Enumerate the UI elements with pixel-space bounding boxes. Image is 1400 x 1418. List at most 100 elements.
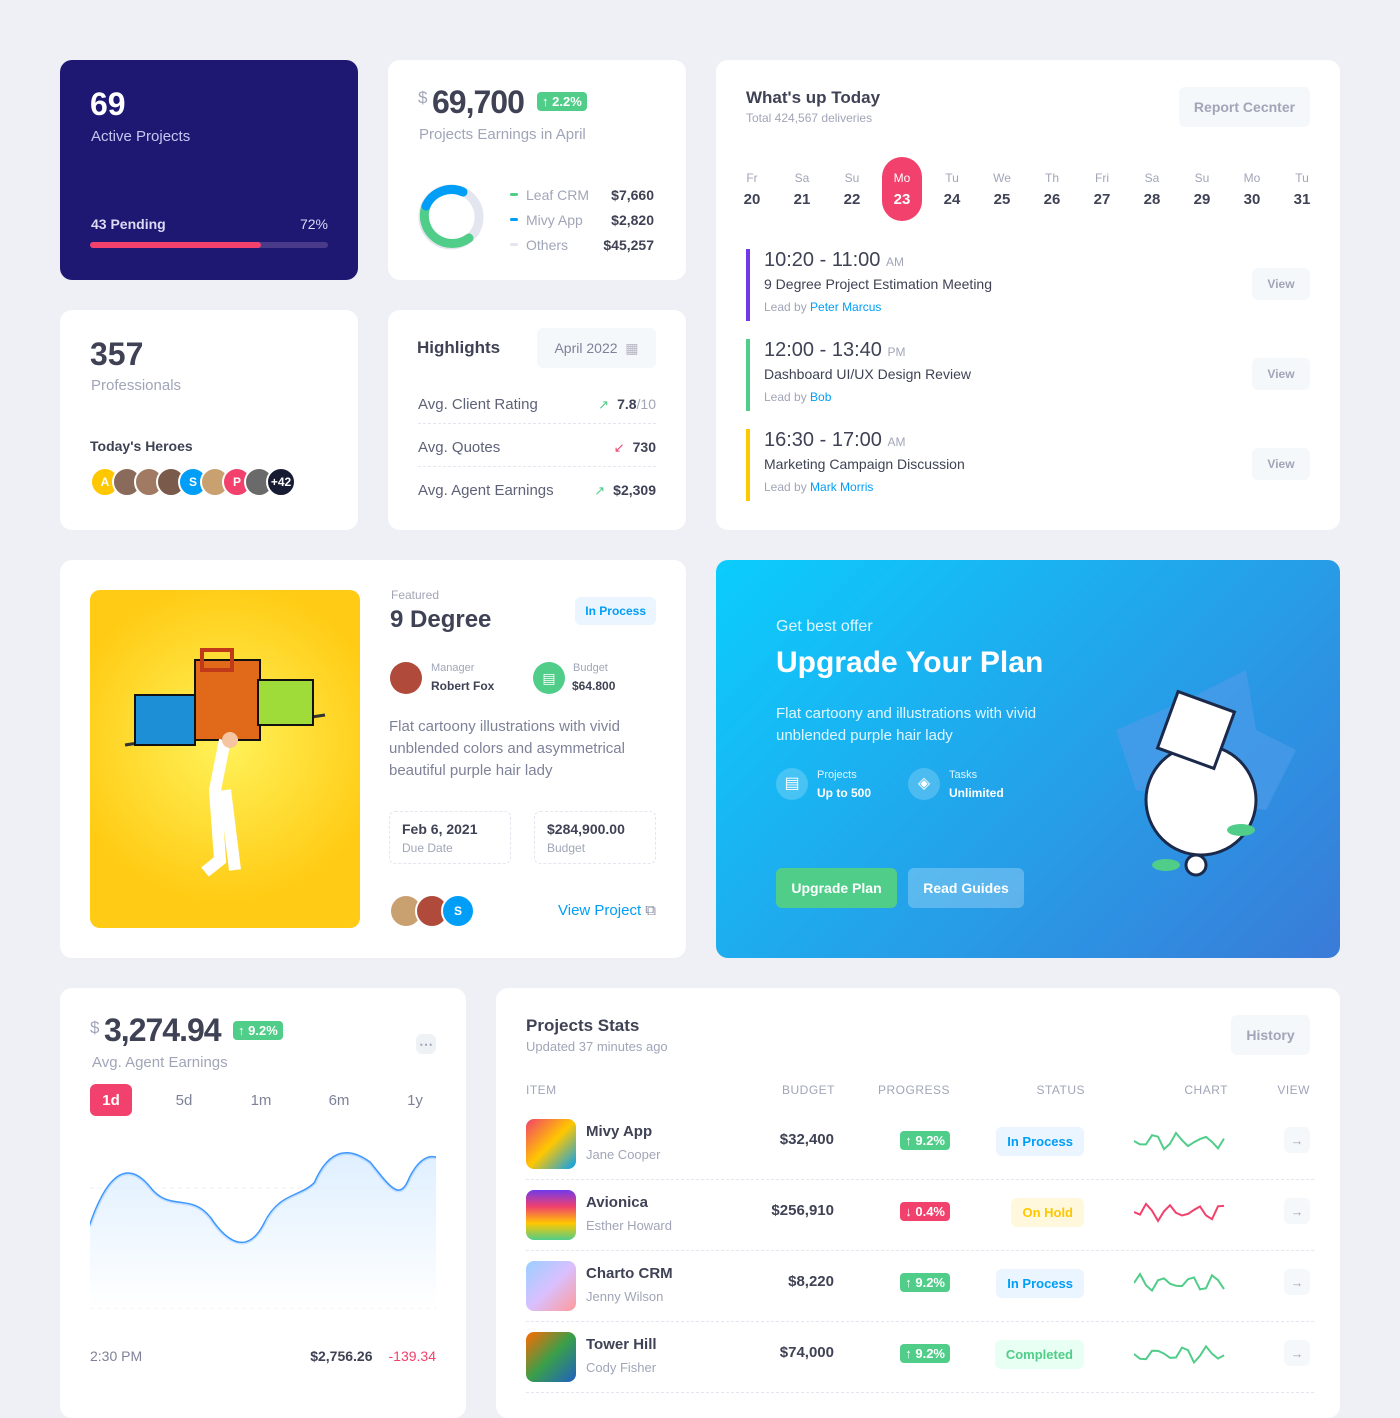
day-27[interactable]: Fri 27 xyxy=(1082,157,1122,221)
highlight-value: $2,309 xyxy=(613,482,656,498)
day-28[interactable]: Sa 28 xyxy=(1132,157,1172,221)
view-project-link[interactable]: View Project ⧉ xyxy=(558,902,656,919)
earnings-label: Projects Earnings in April xyxy=(419,126,586,143)
team-avatar[interactable]: S xyxy=(441,894,475,928)
project-name[interactable]: Tower Hill xyxy=(586,1336,657,1353)
row-time: 2:30 PM xyxy=(90,1348,143,1364)
status-badge: In Process xyxy=(575,597,656,625)
featured-title: 9 Degree xyxy=(390,606,492,633)
legend-value: $45,257 xyxy=(603,236,654,253)
day-name: Fri xyxy=(1095,171,1109,185)
range-tab-1y[interactable]: 1y xyxy=(407,1091,423,1109)
sparkline xyxy=(1134,1344,1225,1365)
project-owner: Esther Howard xyxy=(586,1218,672,1233)
arrow-right-button[interactable]: → xyxy=(1284,1340,1310,1366)
hero-avatar[interactable]: +42 xyxy=(266,467,296,497)
history-button[interactable]: History xyxy=(1231,1015,1310,1055)
view-event-button[interactable]: View xyxy=(1252,268,1310,300)
event-name: Marketing Campaign Discussion xyxy=(764,456,965,472)
event-ampm: AM xyxy=(887,435,906,449)
legend-marker xyxy=(510,218,518,221)
layers-icon: ◈ xyxy=(908,768,940,800)
upgrade-plan-button[interactable]: Upgrade Plan xyxy=(776,868,897,908)
total-budget-label: Budget xyxy=(547,841,586,855)
column-header: STATUS xyxy=(1036,1083,1085,1097)
sparkline-chart xyxy=(1134,1202,1225,1223)
lead-name[interactable]: Peter Marcus xyxy=(810,300,882,314)
status-badge: On Hold xyxy=(1011,1198,1084,1227)
legend-marker xyxy=(510,243,518,246)
progress-value: 0.4% xyxy=(915,1204,945,1219)
heroes-avatars: A S P +42 xyxy=(90,467,296,497)
progress-value: 9.2% xyxy=(915,1346,945,1361)
today-title: What's up Today xyxy=(746,88,881,107)
budget-label: Budget xyxy=(573,662,608,674)
legend-label: Mivy App xyxy=(526,211,583,228)
project-name[interactable]: Mivy App xyxy=(586,1123,653,1140)
column-header: BUDGET xyxy=(781,1083,835,1097)
range-tab-5d[interactable]: 5d xyxy=(175,1091,193,1109)
donut-chart xyxy=(418,184,484,250)
currency: $ xyxy=(418,88,428,107)
day-31[interactable]: Tu 31 xyxy=(1282,157,1322,221)
day-22[interactable]: Su 22 xyxy=(832,157,872,221)
day-23[interactable]: Mo 23 xyxy=(882,157,922,221)
active-count: 69 xyxy=(90,86,126,122)
day-24[interactable]: Tu 24 xyxy=(932,157,972,221)
day-name: Su xyxy=(844,171,860,185)
view-event-button[interactable]: View xyxy=(1252,448,1310,480)
day-20[interactable]: Fr 20 xyxy=(732,157,772,221)
team-avatar[interactable] xyxy=(389,894,423,928)
view-project-label: View Project xyxy=(558,902,642,919)
manager-label: Manager xyxy=(431,662,475,674)
day-21[interactable]: Sa 21 xyxy=(782,157,822,221)
calendar-icon: ▦ xyxy=(625,339,639,356)
day-name: Th xyxy=(1044,171,1059,185)
range-tab-1m[interactable]: 1m xyxy=(250,1091,272,1109)
arrow-right-button[interactable]: → xyxy=(1284,1269,1310,1295)
arrow-right-button[interactable]: → xyxy=(1284,1127,1310,1153)
period-value: April 2022 xyxy=(554,340,618,356)
lead-name[interactable]: Mark Morris xyxy=(810,480,874,494)
sparkline-chart xyxy=(1134,1131,1225,1151)
day-25[interactable]: We 25 xyxy=(982,157,1022,221)
upgrade-card: Get best offer Upgrade Your Plan Flat ca… xyxy=(716,560,1340,958)
highlight-row: Avg. Quotes ↙ 730 xyxy=(418,439,656,467)
arrow-right-button[interactable]: → xyxy=(1284,1198,1310,1224)
highlight-row: Avg. Client Rating ↗ 7.8/10 xyxy=(418,396,656,424)
earnings-line-chart xyxy=(90,1151,436,1309)
legend-value: $7,660 xyxy=(611,186,654,203)
day-number: 31 xyxy=(1293,191,1311,208)
project-name[interactable]: Charto CRM xyxy=(586,1265,673,1282)
read-guides-button[interactable]: Read Guides xyxy=(908,868,1024,908)
change-badge: ↑ 9.2% xyxy=(233,1021,283,1040)
project-name[interactable]: Avionica xyxy=(586,1194,648,1211)
day-30[interactable]: Mo 30 xyxy=(1232,157,1272,221)
upgrade-description: Flat cartoony and illustrations with viv… xyxy=(776,705,1037,744)
view-event-button[interactable]: View xyxy=(1252,358,1310,390)
legend-item: Others $45,257 xyxy=(510,232,654,257)
report-center-button[interactable]: Report Cecnter xyxy=(1179,87,1310,127)
arrow-up-right-icon: ↗ xyxy=(594,483,606,498)
upgrade-title: Upgrade Your Plan xyxy=(776,646,1044,679)
event-time: 10:20 - 11:00 xyxy=(764,249,881,271)
day-26[interactable]: Th 26 xyxy=(1032,157,1072,221)
lead-name[interactable]: Bob xyxy=(810,390,832,404)
day-number: 29 xyxy=(1193,191,1211,208)
range-tab-1d[interactable]: 1d xyxy=(90,1084,132,1116)
featured-card: Featured 9 Degree In Process Manager Rob… xyxy=(60,560,686,958)
column-header: ITEM xyxy=(526,1083,557,1097)
period-select[interactable]: April 2022 ▦ xyxy=(537,328,656,368)
today-subtitle: Total 424,567 deliveries xyxy=(746,111,873,125)
arrow-down-left-icon: ↙ xyxy=(613,440,625,455)
professionals-card: 357 Professionals Today's Heroes A S P +42 xyxy=(60,310,358,530)
day-29[interactable]: Su 29 xyxy=(1182,157,1222,221)
change-value: 2.2% xyxy=(552,94,582,109)
project-budget: $32,400 xyxy=(779,1131,834,1148)
project-budget: $8,220 xyxy=(788,1273,834,1290)
range-tab-6m[interactable]: 6m xyxy=(328,1091,350,1109)
lead-prefix: Lead by xyxy=(764,300,807,314)
more-options-button[interactable]: ⋯ xyxy=(416,1034,436,1054)
pros-label: Professionals xyxy=(91,377,182,394)
lead-prefix: Lead by xyxy=(764,390,807,404)
